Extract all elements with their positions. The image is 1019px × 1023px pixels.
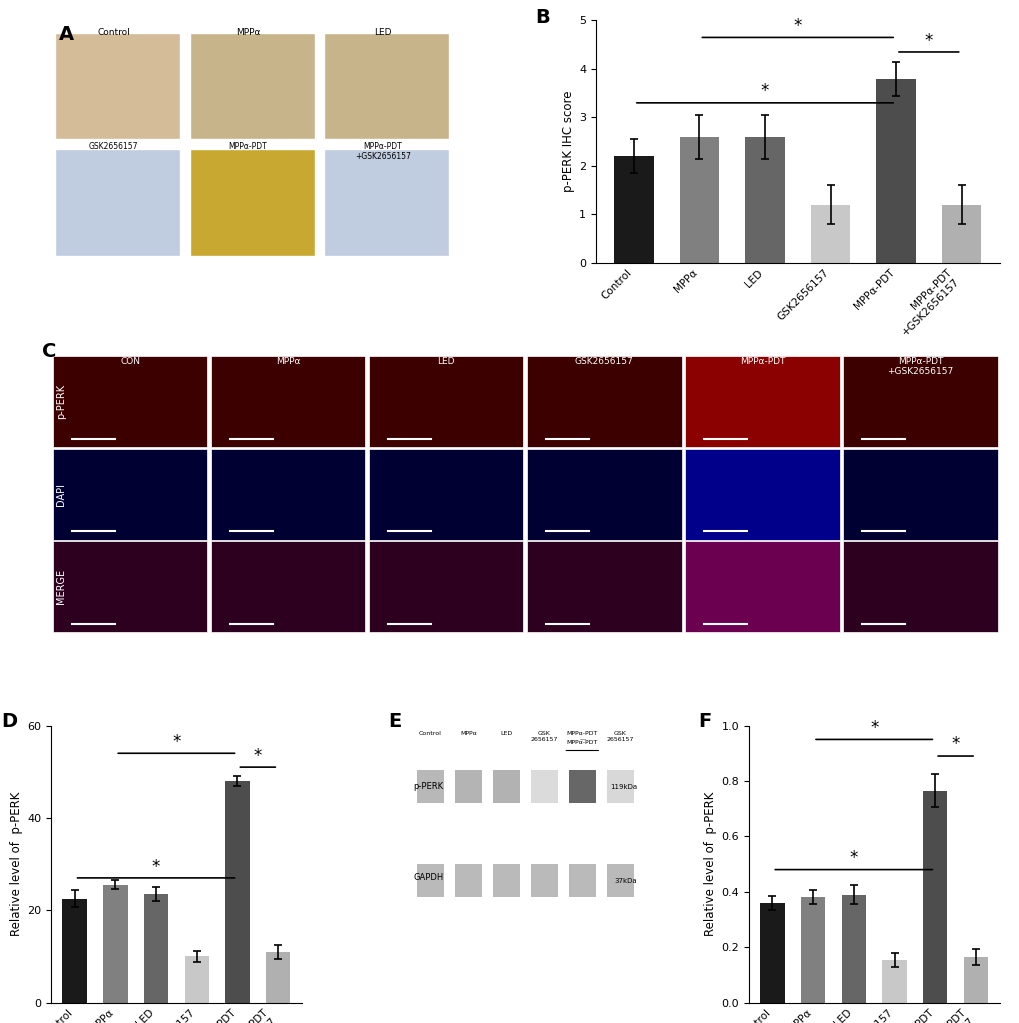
Text: Control: Control: [97, 28, 129, 37]
Text: LED: LED: [437, 357, 454, 366]
Text: GAPDH: GAPDH: [413, 874, 443, 883]
Text: B: B: [535, 8, 549, 28]
Text: GSK2656157: GSK2656157: [575, 357, 633, 366]
FancyBboxPatch shape: [55, 149, 180, 256]
Y-axis label: Relative level of  p-PERK: Relative level of p-PERK: [10, 792, 23, 936]
Text: *: *: [793, 17, 801, 35]
FancyBboxPatch shape: [211, 448, 365, 540]
Text: MPPα: MPPα: [460, 731, 476, 737]
Bar: [569, 864, 595, 897]
Text: A: A: [59, 26, 74, 44]
Bar: [963, 957, 987, 1003]
Text: *: *: [152, 857, 160, 876]
Text: *: *: [869, 718, 877, 737]
Text: *: *: [849, 849, 857, 866]
Text: MPPα-PDT: MPPα-PDT: [228, 141, 267, 150]
Bar: [184, 957, 209, 1003]
Text: *: *: [172, 732, 180, 751]
Bar: [881, 960, 906, 1003]
Bar: [225, 781, 250, 1003]
Text: MPPα-PDT
+GSK2656157: MPPα-PDT +GSK2656157: [887, 357, 953, 376]
Bar: [454, 864, 481, 897]
Bar: [800, 897, 824, 1003]
Text: D: D: [1, 712, 17, 730]
FancyBboxPatch shape: [190, 33, 315, 139]
FancyBboxPatch shape: [53, 356, 207, 447]
Bar: [841, 894, 865, 1003]
Text: C: C: [42, 342, 56, 361]
FancyBboxPatch shape: [324, 149, 448, 256]
FancyBboxPatch shape: [843, 541, 997, 632]
Text: 37kDa: 37kDa: [613, 878, 637, 884]
Text: MPPα: MPPα: [275, 357, 301, 366]
FancyBboxPatch shape: [843, 448, 997, 540]
Text: CON: CON: [120, 357, 140, 366]
Text: MPPα-PDT
+GSK2656157: MPPα-PDT +GSK2656157: [355, 141, 411, 161]
Bar: [569, 770, 595, 803]
Bar: [941, 205, 980, 263]
Text: MPPα-PDT: MPPα-PDT: [567, 740, 597, 745]
Text: p-PERK: p-PERK: [413, 782, 443, 791]
Bar: [606, 864, 633, 897]
Text: p-PERK: p-PERK: [56, 385, 65, 419]
FancyBboxPatch shape: [527, 541, 681, 632]
FancyBboxPatch shape: [369, 448, 523, 540]
Y-axis label: Relative level of  p-PERK: Relative level of p-PERK: [703, 792, 716, 936]
Text: LED: LED: [499, 731, 512, 737]
FancyBboxPatch shape: [211, 541, 365, 632]
Text: *: *: [951, 736, 959, 753]
Bar: [144, 894, 168, 1003]
Text: MERGE: MERGE: [56, 569, 65, 604]
FancyBboxPatch shape: [53, 541, 207, 632]
Bar: [922, 791, 947, 1003]
FancyBboxPatch shape: [211, 356, 365, 447]
Text: DAPI: DAPI: [56, 483, 65, 505]
Bar: [454, 770, 481, 803]
Text: GSK
2656157: GSK 2656157: [530, 731, 557, 742]
Bar: [531, 770, 557, 803]
FancyBboxPatch shape: [527, 356, 681, 447]
Bar: [679, 137, 718, 263]
FancyBboxPatch shape: [527, 448, 681, 540]
FancyBboxPatch shape: [685, 356, 839, 447]
Bar: [810, 205, 850, 263]
Text: MPPα-PDT: MPPα-PDT: [739, 357, 785, 366]
Text: GSK2656157: GSK2656157: [89, 141, 139, 150]
Text: 119kDa: 119kDa: [609, 784, 637, 790]
Text: MPPα-PDT
 —: MPPα-PDT —: [567, 731, 597, 742]
FancyBboxPatch shape: [685, 541, 839, 632]
Bar: [613, 157, 653, 263]
Bar: [266, 951, 290, 1003]
FancyBboxPatch shape: [324, 33, 448, 139]
Text: MPPα: MPPα: [235, 28, 260, 37]
Text: Control: Control: [419, 731, 441, 737]
Bar: [875, 79, 915, 263]
FancyBboxPatch shape: [369, 356, 523, 447]
Text: E: E: [388, 712, 401, 730]
Text: *: *: [760, 83, 768, 100]
Bar: [745, 137, 784, 263]
FancyBboxPatch shape: [55, 33, 180, 139]
Text: LED: LED: [374, 28, 391, 37]
Bar: [492, 770, 519, 803]
FancyBboxPatch shape: [843, 356, 997, 447]
FancyBboxPatch shape: [53, 448, 207, 540]
Bar: [492, 864, 519, 897]
Text: GSK
2656157: GSK 2656157: [606, 731, 634, 742]
Y-axis label: p-PERK IHC score: p-PERK IHC score: [561, 91, 575, 192]
Bar: [62, 898, 87, 1003]
Bar: [531, 864, 557, 897]
Text: *: *: [254, 747, 262, 765]
Text: *: *: [924, 32, 932, 49]
FancyBboxPatch shape: [369, 541, 523, 632]
FancyBboxPatch shape: [685, 448, 839, 540]
Bar: [759, 903, 784, 1003]
Bar: [417, 864, 443, 897]
Text: F: F: [698, 712, 711, 730]
Bar: [606, 770, 633, 803]
FancyBboxPatch shape: [190, 149, 315, 256]
Bar: [103, 885, 127, 1003]
Bar: [417, 770, 443, 803]
